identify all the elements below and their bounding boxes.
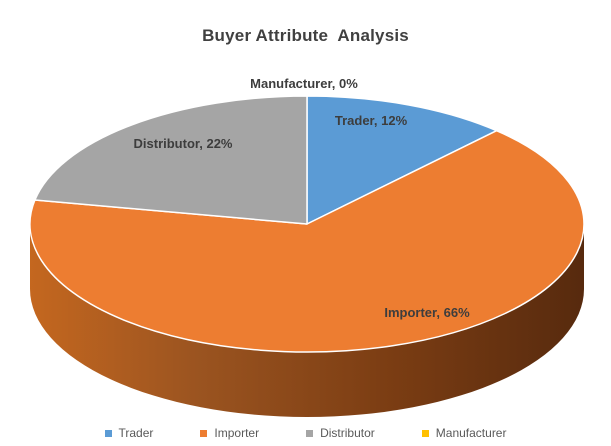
legend-marker-trader xyxy=(104,429,112,437)
legend-label-trader: Trader xyxy=(118,426,154,440)
data-label-trader: Trader, 12% xyxy=(334,113,408,128)
chart-title: Buyer Attribute Analysis xyxy=(202,26,409,45)
legend-item-manufacturer: Manufacturer xyxy=(421,426,507,440)
pie-slice-importer xyxy=(29,129,585,353)
legend-item-distributor: Distributor xyxy=(306,426,375,440)
legend-item-importer: Importer xyxy=(200,426,259,440)
pie-3d-side xyxy=(30,224,584,417)
legend-item-trader: Trader xyxy=(104,426,154,440)
legend-marker-manufacturer xyxy=(421,429,429,437)
legend-label-importer: Importer xyxy=(214,426,260,440)
legend-label-manufacturer: Manufacturer xyxy=(435,426,507,440)
legend-marker-importer xyxy=(200,429,208,437)
data-label-distributor: Distributor, 22% xyxy=(133,136,233,151)
pie-slice-trader xyxy=(306,95,498,225)
legend-label-distributor: Distributor xyxy=(320,426,375,440)
pie-slice-distributor xyxy=(34,95,308,225)
legend-marker-distributor xyxy=(306,429,314,437)
data-label-manufacturer: Manufacturer, 0% xyxy=(250,76,358,91)
data-label-importer: Importer, 66% xyxy=(384,305,470,320)
legend: Trader Importer Distributor Manufacturer xyxy=(0,426,611,440)
